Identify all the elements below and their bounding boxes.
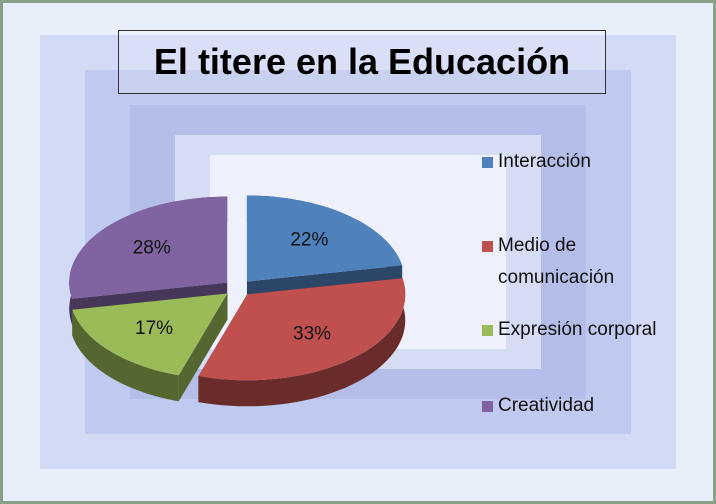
legend-item: Medio de comunicación — [482, 230, 712, 294]
data-label: 33% — [293, 323, 331, 344]
slice — [72, 293, 228, 376]
slice — [198, 278, 406, 381]
data-label: 28% — [133, 238, 171, 259]
slice — [69, 196, 228, 299]
pie: 22% 33% 17% 28% — [69, 195, 406, 407]
legend-item: Expresión corporal — [482, 314, 712, 346]
legend-item: Interacción — [482, 146, 712, 178]
slice-wall — [198, 278, 406, 407]
data-label: 17% — [135, 318, 173, 339]
legend-label: Medio de comunicación — [498, 235, 615, 288]
slice-wall — [72, 309, 179, 402]
legend-swatch — [482, 241, 493, 252]
legend-swatch — [482, 157, 493, 168]
slice — [246, 195, 403, 282]
legend-label: Expresión corporal — [498, 319, 657, 340]
chart-title: El titere en la Educación — [118, 30, 606, 94]
legend-item: Creatividad — [482, 390, 712, 422]
data-label: 22% — [290, 229, 328, 250]
legend-swatch — [482, 401, 493, 412]
legend-swatch — [482, 325, 493, 336]
legend-label: Interacción — [498, 151, 591, 172]
legend-label: Creatividad — [498, 395, 595, 416]
